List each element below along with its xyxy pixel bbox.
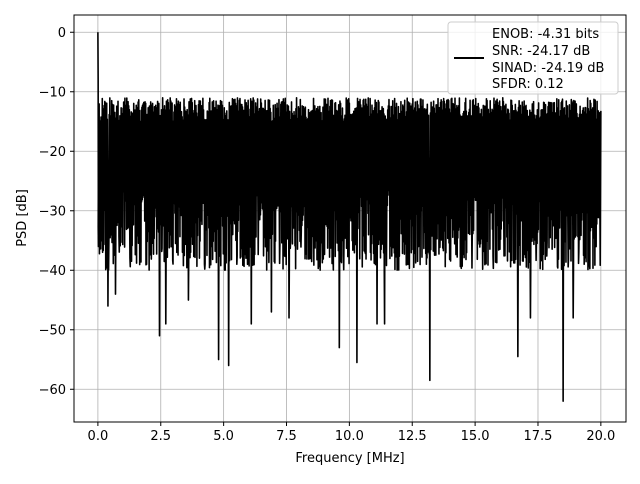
legend-line-snr: SNR: -24.17 dB bbox=[492, 44, 590, 59]
x-tick-label: 17.5 bbox=[524, 429, 553, 444]
x-tick-label: 15.0 bbox=[461, 429, 490, 444]
x-tick-label: 7.5 bbox=[276, 429, 297, 444]
legend-line-enob: ENOB: -4.31 bits bbox=[492, 27, 599, 42]
legend: ENOB: -4.31 bits SNR: -24.17 dB SINAD: -… bbox=[447, 21, 619, 95]
x-tick-label: 5.0 bbox=[213, 429, 234, 444]
psd-series-line bbox=[97, 32, 602, 402]
y-axis-title: PSD [dB] bbox=[15, 189, 30, 247]
y-tick-label: −30 bbox=[39, 204, 66, 219]
x-tick-label: 10.0 bbox=[335, 429, 364, 444]
y-tick-label: −60 bbox=[39, 383, 66, 398]
x-axis-title: Frequency [MHz] bbox=[295, 451, 404, 466]
x-tick-label: 12.5 bbox=[398, 429, 427, 444]
x-axis-ticks: 0.0 2.5 5.0 7.5 10.0 12.5 15.0 17.5 20.0 bbox=[88, 422, 615, 444]
x-tick-label: 0.0 bbox=[88, 429, 109, 444]
y-axis-ticks: 0 −10 −20 −30 −40 −50 −60 bbox=[39, 26, 74, 398]
y-tick-label: −40 bbox=[39, 264, 66, 279]
plot-frame bbox=[73, 14, 627, 423]
legend-box bbox=[447, 21, 619, 95]
y-tick-label: −20 bbox=[39, 145, 66, 160]
legend-line-sinad: SINAD: -24.19 dB bbox=[492, 61, 604, 76]
legend-line-sfdr: SFDR: 0.12 bbox=[492, 77, 564, 92]
y-tick-label: −10 bbox=[39, 85, 66, 100]
x-tick-label: 20.0 bbox=[586, 429, 615, 444]
x-tick-label: 2.5 bbox=[150, 429, 171, 444]
y-tick-label: 0 bbox=[58, 26, 66, 41]
series-layer bbox=[97, 32, 602, 402]
y-tick-label: −50 bbox=[39, 323, 66, 338]
